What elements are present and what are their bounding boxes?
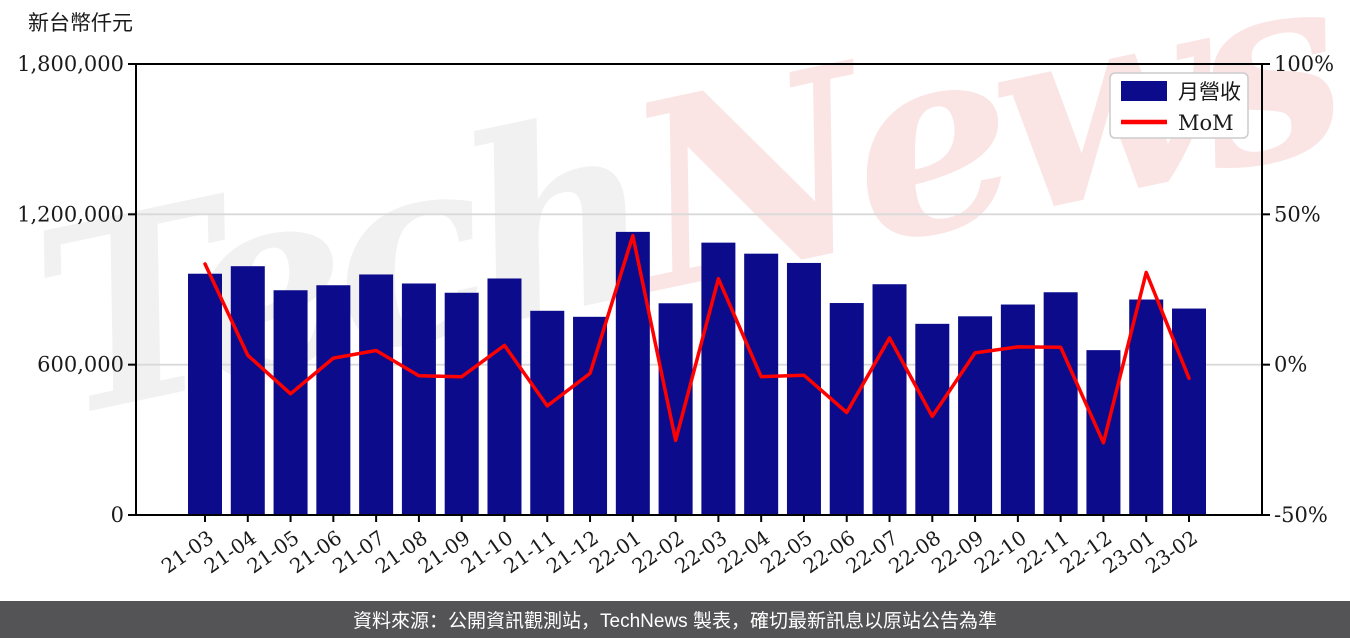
right-axis-tick-label: 0%	[1274, 353, 1307, 377]
revenue-bar	[658, 303, 693, 515]
revenue-bar	[915, 323, 950, 515]
revenue-bar	[615, 231, 650, 515]
left-axis-tick-label: 1,200,000	[17, 202, 124, 226]
mom-line	[203, 233, 1191, 445]
revenue-bar	[444, 292, 479, 515]
revenue-bar	[188, 273, 222, 515]
revenue-bar	[1172, 308, 1206, 515]
revenue-bar	[1129, 299, 1164, 515]
revenue-bar	[487, 278, 522, 515]
revenue-bar	[273, 290, 308, 515]
revenue-bar	[701, 242, 736, 515]
revenue-bar	[958, 316, 993, 515]
right-axis-tick-label: 100%	[1274, 52, 1334, 76]
left-axis-title: 新台幣仟元	[28, 11, 133, 35]
left-axis-tick-label: 0	[111, 503, 124, 527]
revenue-bar	[786, 262, 821, 515]
right-axis-tick-label: -50%	[1274, 503, 1328, 527]
revenue-bar	[530, 310, 565, 515]
left-axis-tick-label: 1,800,000	[17, 52, 124, 76]
revenue-bar	[230, 266, 265, 515]
revenue-mom-combo-chart: 新台幣仟元 0 600,000 1,200,000 1,800,000 -50% 0% 50%…	[17, 11, 1334, 578]
source-footer-text: 資料來源：公開資訊觀測站，TechNews 製表，確切最新訊息以原站公告為準	[353, 611, 997, 632]
legend-label-mom: MoM	[1178, 111, 1234, 135]
revenue-bar	[1043, 292, 1078, 515]
revenue-bar	[1000, 304, 1035, 515]
revenue-bar	[401, 283, 436, 515]
right-axis-tick-label: 50%	[1274, 202, 1321, 226]
revenue-bar	[872, 284, 907, 515]
plot-frame	[135, 63, 1263, 516]
source-footer: 資料來源：公開資訊觀測站，TechNews 製表，確切最新訊息以原站公告為準	[0, 601, 1350, 638]
revenue-bars-group	[188, 231, 1206, 515]
legend: 月營收 MoM	[1109, 72, 1249, 139]
revenue-bar	[744, 253, 779, 515]
revenue-bar	[316, 285, 351, 515]
left-axis-tick-label: 600,000	[37, 353, 124, 377]
revenue-bar	[359, 274, 394, 515]
legend-label-revenue: 月營收	[1178, 80, 1241, 104]
revenue-bar	[573, 316, 608, 515]
legend-bar-swatch	[1121, 81, 1167, 101]
revenue-bar	[1086, 350, 1121, 515]
